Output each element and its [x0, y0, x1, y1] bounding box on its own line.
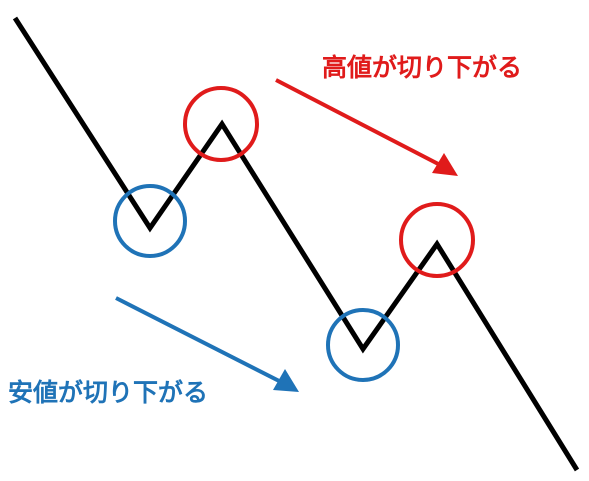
highs-arrow: [276, 80, 458, 176]
lows-label: 安値が切り下がる: [8, 378, 208, 407]
low-circle-1: [115, 186, 185, 256]
highs-label: 高値が切り下がる: [322, 53, 522, 82]
